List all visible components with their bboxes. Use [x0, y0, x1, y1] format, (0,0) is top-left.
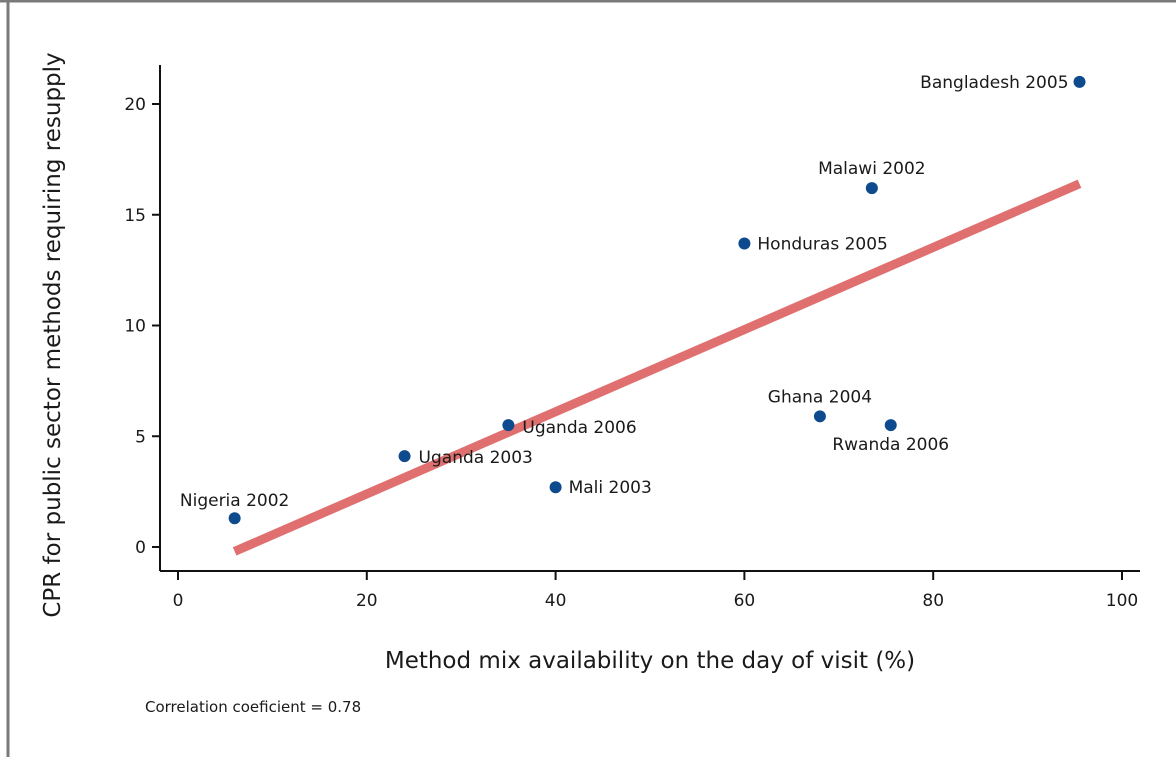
point-malawi-2002 — [865, 182, 878, 195]
y-tick-label: 10 — [124, 317, 146, 337]
point-mali-2003 — [549, 481, 562, 494]
point-nigeria-2002 — [228, 512, 241, 525]
point-bangladesh-2005 — [1073, 75, 1086, 88]
y-axis-title: CPR for public sector methods requiring … — [40, 52, 66, 617]
chart-axes: 0 20 40 60 80 100 0 5 10 15 20 Method mix availabil… — [40, 52, 1140, 674]
labels-group: Nigeria 2002 Uganda 2003 Uganda 2006 Mali 2… — [180, 73, 1069, 511]
y-tick-label: 20 — [124, 95, 146, 115]
label-honduras-2005: Honduras 2005 — [757, 235, 887, 255]
label-rwanda-2006: Rwanda 2006 — [832, 435, 949, 455]
point-uganda-2006 — [502, 419, 515, 432]
point-ghana-2004 — [813, 410, 826, 423]
trendline-group — [232, 179, 1082, 556]
x-tick-label: 20 — [356, 591, 378, 611]
label-uganda-2003: Uganda 2003 — [419, 448, 533, 468]
y-tick-label: 5 — [135, 427, 146, 447]
points-group — [228, 75, 1086, 525]
label-bangladesh-2005: Bangladesh 2005 — [920, 73, 1068, 93]
y-tick-label: 0 — [135, 538, 146, 558]
x-tick-label: 100 — [1106, 591, 1138, 611]
label-ghana-2004: Ghana 2004 — [768, 387, 872, 407]
label-malawi-2002: Malawi 2002 — [818, 159, 926, 179]
x-tick-label: 60 — [734, 591, 756, 611]
x-tick-label: 80 — [922, 591, 944, 611]
correlation-footnote: Correlation coeficient = 0.78 — [145, 698, 362, 716]
label-uganda-2006: Uganda 2006 — [522, 418, 636, 438]
point-honduras-2005 — [738, 237, 751, 250]
point-uganda-2003 — [398, 450, 411, 463]
point-rwanda-2006 — [884, 419, 897, 432]
trendline — [232, 179, 1082, 556]
y-tick-label: 15 — [124, 206, 146, 226]
x-axis-title: Method mix availability on the day of vi… — [385, 648, 915, 674]
x-tick-label: 0 — [173, 591, 184, 611]
label-mali-2003: Mali 2003 — [569, 478, 652, 498]
label-nigeria-2002: Nigeria 2002 — [180, 491, 290, 511]
x-tick-label: 40 — [545, 591, 567, 611]
